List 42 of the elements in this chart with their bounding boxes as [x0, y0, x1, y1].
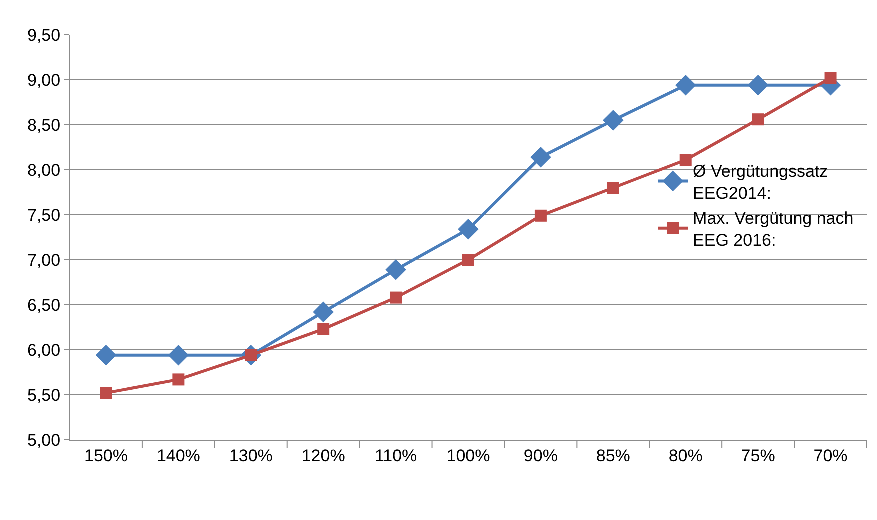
- y-tick-label: 7,50: [28, 206, 61, 225]
- point: [386, 260, 406, 280]
- point: [680, 154, 692, 166]
- point: [100, 387, 112, 400]
- point: [313, 302, 334, 323]
- x-tick-label: 100%: [446, 446, 490, 466]
- point: [172, 374, 185, 386]
- y-tick-label: 8,50: [28, 116, 61, 135]
- y-tick-label: 5,50: [28, 386, 61, 405]
- point: [390, 292, 402, 304]
- x-tick-label: 70%: [814, 446, 848, 466]
- point: [318, 323, 330, 336]
- point: [607, 182, 620, 194]
- y-tick-label: 6,50: [28, 296, 61, 315]
- x-tick-label: 85%: [596, 446, 630, 466]
- point: [824, 72, 837, 84]
- point: [603, 110, 624, 131]
- y-tick-label: 5,00: [28, 430, 61, 450]
- x-tick-label: 110%: [374, 446, 418, 466]
- x-tick-label: 140%: [156, 446, 200, 466]
- point: [168, 345, 190, 366]
- legend-label: Ø Vergütungssatz EEG2014:: [693, 162, 828, 203]
- x-tick-label: 80%: [668, 446, 703, 466]
- point: [96, 345, 117, 366]
- point: [458, 219, 479, 240]
- x-tick-label: 150%: [84, 446, 128, 466]
- x-tick-label: 75%: [741, 446, 776, 466]
- y-tick-label: 9,50: [28, 26, 61, 45]
- point: [675, 75, 696, 96]
- y-tick-label: 6,00: [28, 340, 61, 360]
- legend-label: Max. Vergütung nach EEG 2016:: [693, 208, 854, 250]
- y-tick-label: 9,00: [28, 70, 61, 90]
- point: [748, 75, 769, 96]
- y-tick-label: 7,00: [28, 250, 61, 270]
- x-tick-label: 90%: [524, 446, 558, 466]
- point: [752, 114, 764, 126]
- y-tick-label: 8,00: [28, 160, 61, 180]
- x-tick-label: 120%: [302, 446, 346, 466]
- x-tick-label: 130%: [229, 446, 273, 466]
- point: [530, 147, 552, 168]
- point: [534, 210, 547, 222]
- point: [462, 254, 474, 266]
